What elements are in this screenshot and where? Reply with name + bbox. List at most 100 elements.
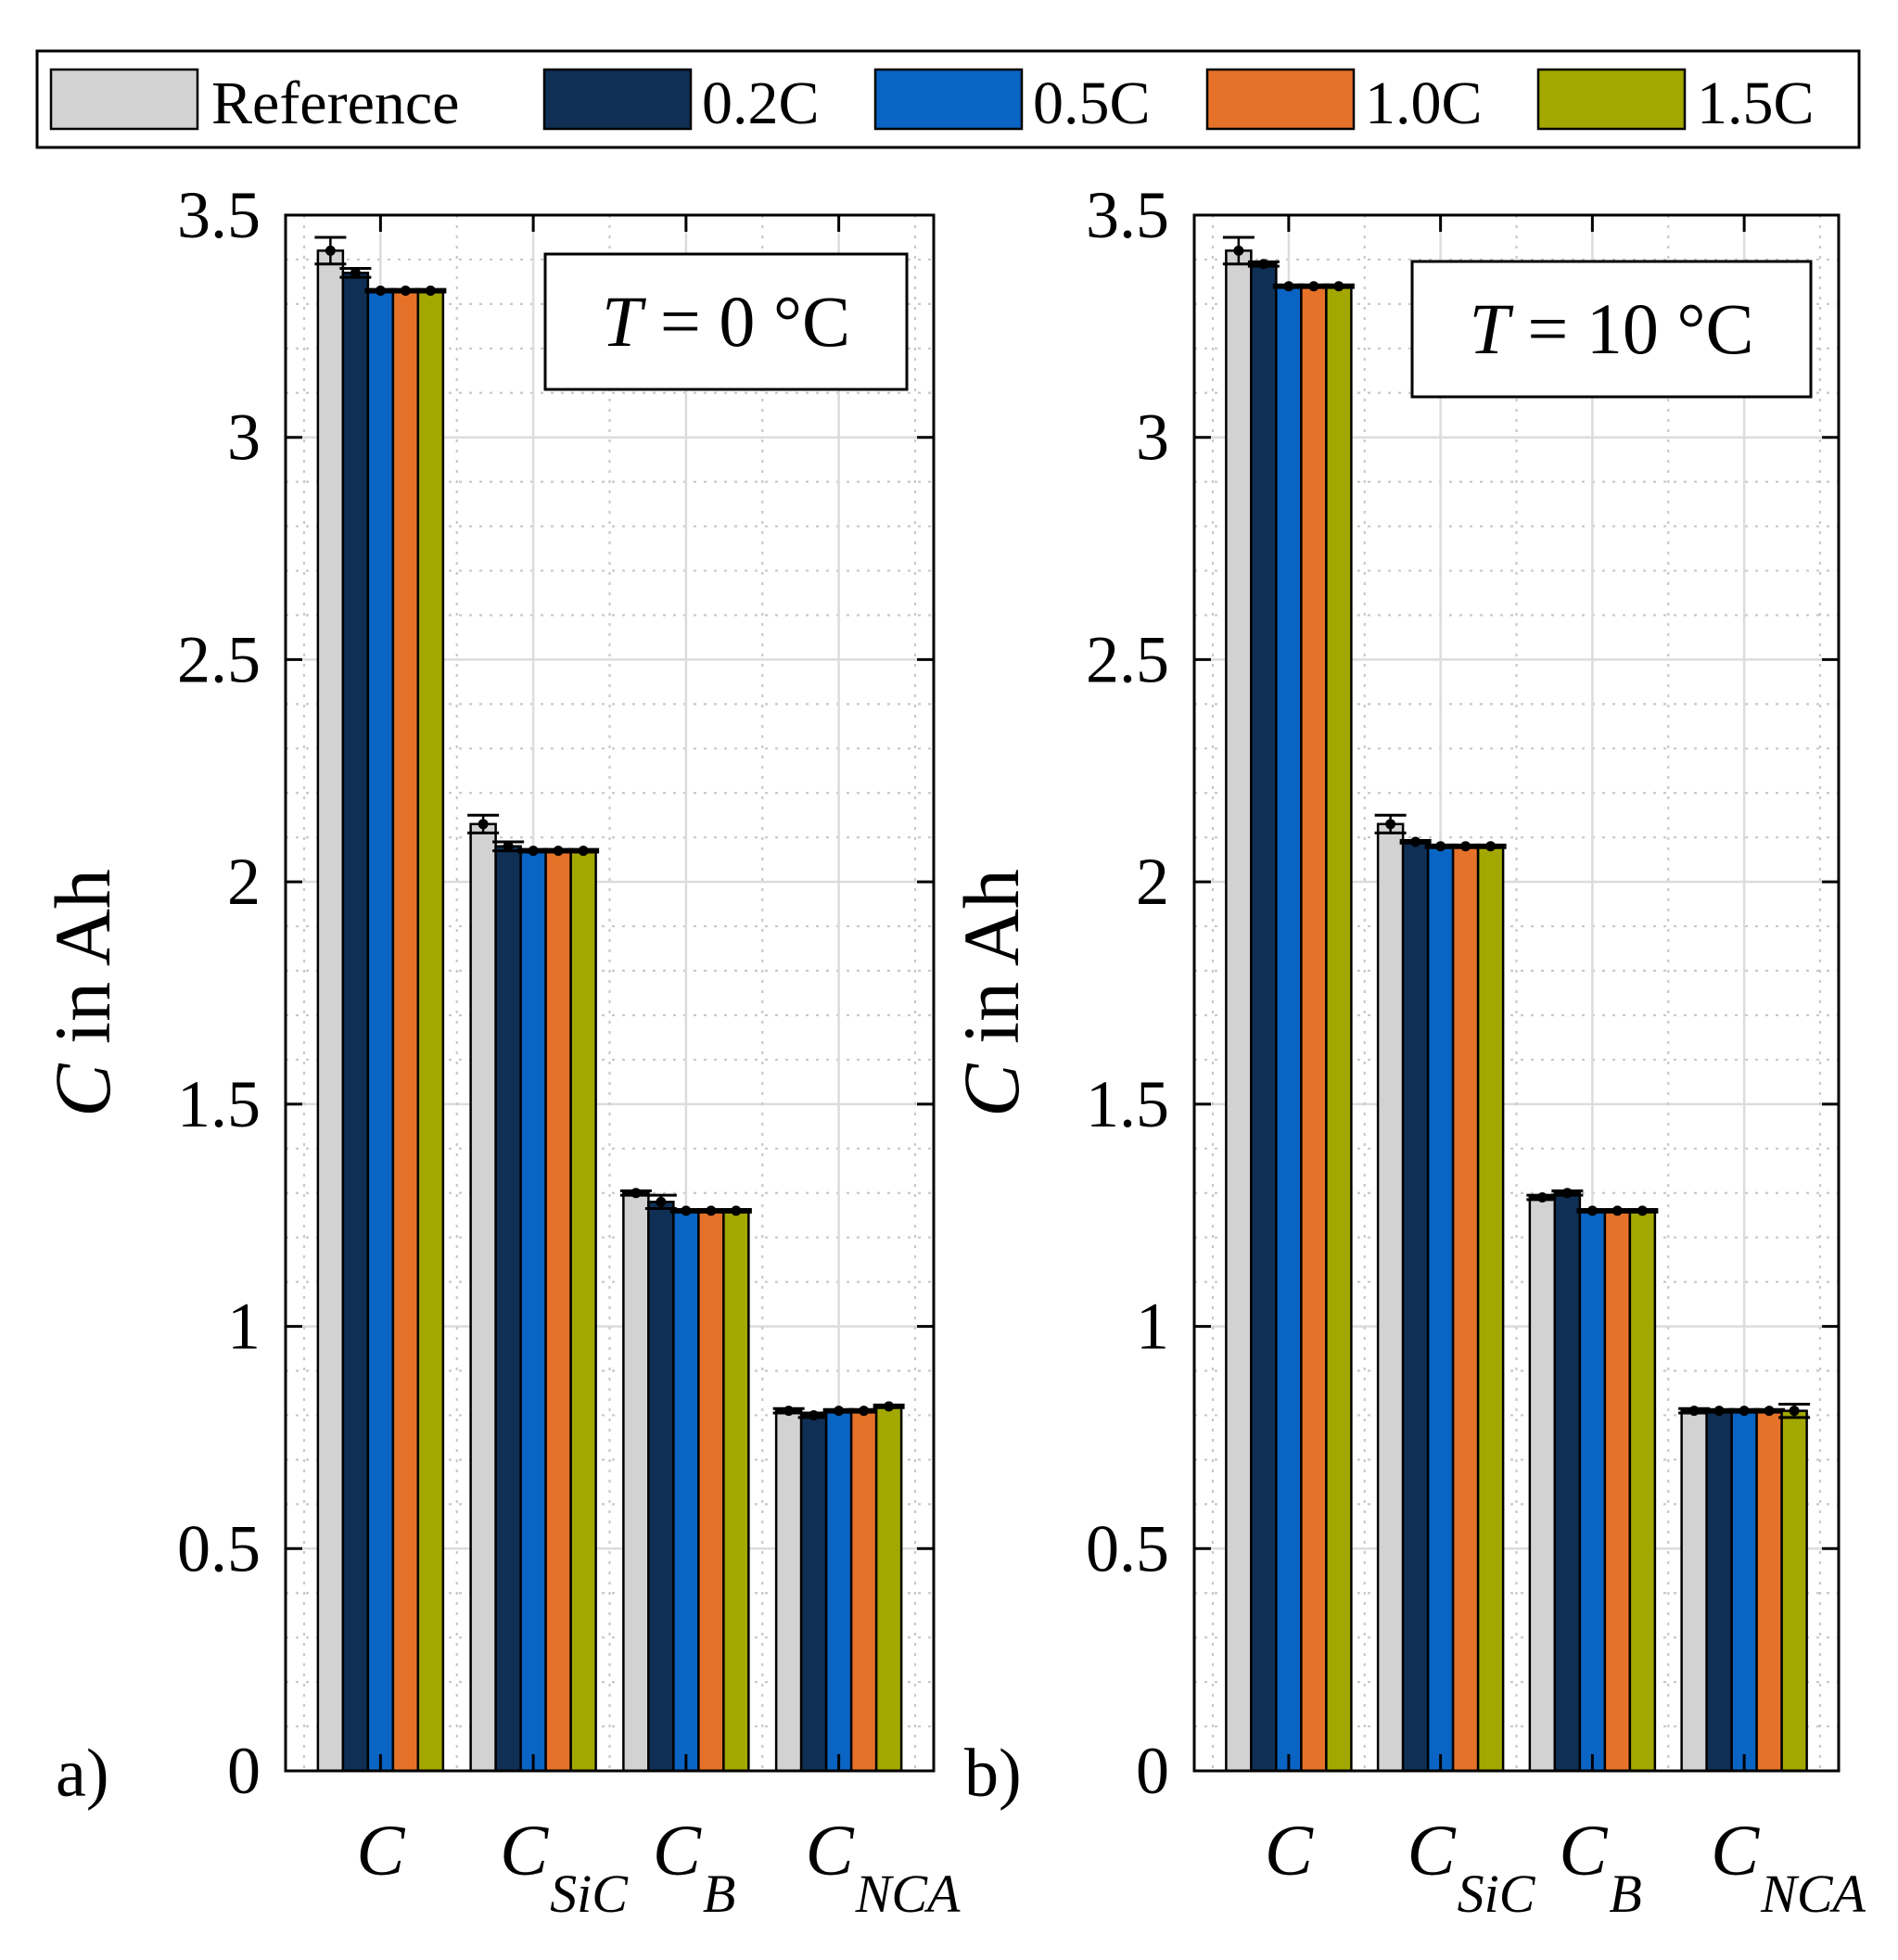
mean-marker-Reference-1 bbox=[478, 819, 489, 830]
annotation-eq: = 10 °C bbox=[1509, 288, 1754, 369]
bar-Reference-1 bbox=[469, 822, 497, 1773]
legend-label-4: 1.5C bbox=[1697, 70, 1815, 137]
legend-swatch-4 bbox=[1536, 68, 1687, 131]
ytick-label: 0 bbox=[1136, 1734, 1169, 1808]
mean-marker-Reference-2 bbox=[631, 1188, 642, 1199]
bar-0.5C-1 bbox=[1426, 845, 1455, 1773]
ytick-label: 1.5 bbox=[177, 1067, 261, 1141]
bar-0.2C-0 bbox=[1250, 262, 1278, 1773]
bar-0.5C-3 bbox=[1730, 1409, 1758, 1773]
mean-marker-0.5C-3 bbox=[1739, 1406, 1750, 1417]
mean-marker-1.0C-3 bbox=[859, 1406, 870, 1417]
legend-swatch-2 bbox=[873, 68, 1024, 131]
xtick-label-0: C bbox=[1265, 1810, 1314, 1890]
bar-1.5C-3 bbox=[1780, 1409, 1808, 1773]
bar-1.0C-0 bbox=[391, 289, 420, 1773]
bar-1.5C-1 bbox=[569, 849, 597, 1773]
bar-0.5C-0 bbox=[1275, 285, 1303, 1773]
legend-label-3: 1.0C bbox=[1365, 70, 1483, 137]
bar-1.5C-2 bbox=[722, 1209, 750, 1773]
mean-marker-1.5C-0 bbox=[425, 286, 436, 297]
mean-marker-1.5C-1 bbox=[1485, 841, 1497, 852]
xtick-label-sub: SiC bbox=[550, 1864, 629, 1924]
legend-swatch-0 bbox=[49, 68, 199, 131]
mean-marker-1.5C-3 bbox=[884, 1401, 895, 1412]
bar-0.2C-2 bbox=[647, 1201, 675, 1773]
mean-marker-0.2C-3 bbox=[1713, 1406, 1725, 1417]
bar-0.2C-1 bbox=[1401, 840, 1430, 1773]
mean-marker-0.2C-2 bbox=[1561, 1188, 1573, 1199]
bar-0.5C-3 bbox=[824, 1409, 853, 1773]
bar-Reference-2 bbox=[622, 1191, 650, 1773]
legend: Reference 0.2C 0.5C 1.0C 1.5C bbox=[35, 49, 1861, 149]
xtick-label-sub: NCA bbox=[855, 1864, 961, 1924]
mean-marker-1.5C-3 bbox=[1789, 1406, 1800, 1417]
bar-Reference-3 bbox=[774, 1409, 803, 1773]
xtick-label-main: C bbox=[1711, 1810, 1760, 1890]
xtick-label-2: CB bbox=[653, 1810, 735, 1924]
bar-1.0C-2 bbox=[1603, 1209, 1632, 1773]
mean-marker-1.0C-0 bbox=[400, 286, 411, 297]
xtick-label-sub: B bbox=[1609, 1864, 1641, 1924]
bar-0.2C-0 bbox=[341, 272, 370, 1773]
mean-marker-0.2C-0 bbox=[1258, 259, 1269, 270]
bar-1.0C-1 bbox=[544, 849, 572, 1773]
bar-1.5C-0 bbox=[1325, 285, 1353, 1773]
ytick-label: 3 bbox=[227, 401, 261, 475]
ytick-label: 3.5 bbox=[177, 178, 261, 252]
xtick-label-main: C bbox=[1408, 1810, 1457, 1890]
xtick-label-main: C bbox=[806, 1810, 855, 1890]
bar-1.0C-1 bbox=[1451, 845, 1480, 1773]
xtick-label-sub: SiC bbox=[1458, 1864, 1536, 1924]
xtick-label-main: C bbox=[1559, 1810, 1608, 1890]
ytick-label: 1 bbox=[227, 1290, 261, 1364]
mean-marker-1.5C-2 bbox=[1637, 1205, 1648, 1216]
bar-1.5C-1 bbox=[1476, 845, 1505, 1773]
legend-label-2: 0.5C bbox=[1033, 70, 1151, 137]
xtick-label-0: C bbox=[356, 1810, 405, 1890]
ytick-label: 0.5 bbox=[1086, 1511, 1169, 1585]
bar-1.5C-3 bbox=[874, 1405, 903, 1773]
xtick-label-3: CNCA bbox=[806, 1810, 961, 1924]
bar-0.5C-0 bbox=[366, 289, 395, 1773]
xtick-label-sub: B bbox=[703, 1864, 735, 1924]
bar-0.5C-1 bbox=[519, 849, 547, 1773]
y-axis-label-rest: in Ah bbox=[947, 869, 1036, 1063]
y-axis-label-rest: in Ah bbox=[38, 869, 127, 1063]
mean-marker-0.2C-0 bbox=[350, 267, 361, 278]
bar-Reference-2 bbox=[1528, 1196, 1557, 1773]
mean-marker-0.5C-0 bbox=[1283, 281, 1294, 292]
mean-marker-0.5C-2 bbox=[1586, 1205, 1598, 1216]
y-axis-label-var: C bbox=[947, 1063, 1036, 1117]
panel-label: b) bbox=[964, 1736, 1022, 1812]
mean-marker-0.5C-2 bbox=[681, 1205, 692, 1216]
mean-marker-1.0C-2 bbox=[1611, 1205, 1623, 1216]
bar-0.2C-3 bbox=[799, 1414, 828, 1773]
mean-marker-1.0C-2 bbox=[706, 1205, 717, 1216]
bar-0.2C-3 bbox=[1705, 1409, 1733, 1773]
xtick-label-3: CNCA bbox=[1711, 1810, 1866, 1924]
bar-Reference-3 bbox=[1680, 1409, 1708, 1773]
bar-0.5C-2 bbox=[1578, 1209, 1607, 1773]
mean-marker-1.0C-3 bbox=[1764, 1406, 1775, 1417]
ytick-label: 0 bbox=[227, 1734, 261, 1808]
xtick-label-main: C bbox=[653, 1810, 702, 1890]
bar-1.0C-2 bbox=[697, 1209, 725, 1773]
mean-marker-0.5C-0 bbox=[375, 286, 386, 297]
mean-marker-Reference-2 bbox=[1536, 1192, 1548, 1203]
mean-marker-0.2C-2 bbox=[656, 1196, 667, 1207]
annotation-box bbox=[1410, 260, 1813, 399]
panel-label: a) bbox=[56, 1736, 109, 1812]
ytick-label: 2 bbox=[1136, 845, 1169, 919]
legend-swatch-3 bbox=[1205, 68, 1356, 131]
annotation-var: T bbox=[602, 281, 646, 362]
annotation-eq: = 0 °C bbox=[642, 281, 850, 362]
bar-0.2C-1 bbox=[494, 845, 522, 1773]
ytick-label: 2 bbox=[227, 845, 261, 919]
mean-marker-Reference-0 bbox=[325, 245, 336, 256]
bar-0.2C-2 bbox=[1553, 1191, 1582, 1773]
